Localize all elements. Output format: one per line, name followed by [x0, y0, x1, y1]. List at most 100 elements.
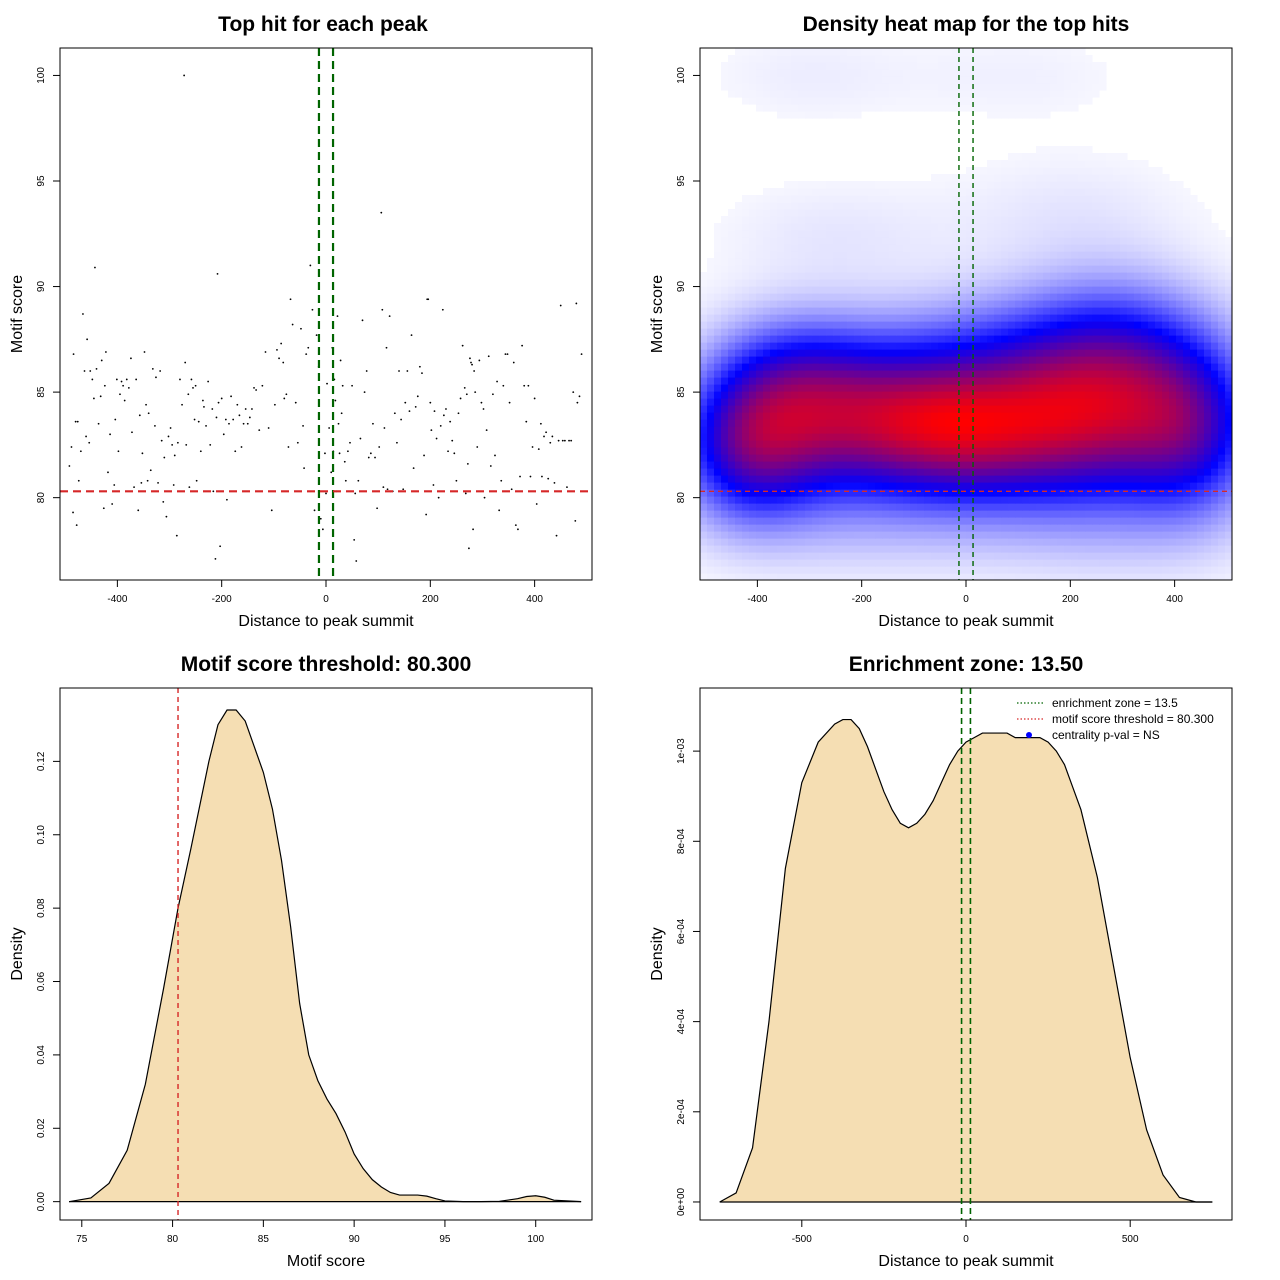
heatmap-cell — [756, 433, 764, 441]
heatmap-cell — [1141, 286, 1149, 294]
heatmap-cell — [1050, 286, 1058, 294]
heatmap-cell — [917, 300, 925, 308]
heatmap-cell — [1022, 181, 1030, 189]
heatmap-cell — [1085, 90, 1093, 98]
heatmap-cell — [980, 230, 988, 238]
heatmap-cell — [896, 314, 904, 322]
heatmap-cell — [791, 524, 799, 532]
heatmap-cell — [700, 377, 708, 385]
heatmap-cell — [1169, 552, 1177, 560]
heatmap-cell — [1092, 405, 1100, 413]
heatmap-cell — [1197, 496, 1205, 504]
heatmap-cell — [728, 531, 736, 539]
heatmap-cell — [896, 286, 904, 294]
heatmap-cell — [840, 559, 848, 567]
heatmap-cell — [819, 111, 827, 119]
heatmap-cell — [1127, 559, 1135, 567]
heatmap-cell — [1071, 510, 1079, 518]
heatmap-cell — [707, 419, 715, 427]
heatmap-cell — [1211, 440, 1219, 448]
heatmap-cell — [1176, 405, 1184, 413]
heatmap-cell — [952, 552, 960, 560]
heatmap-cell — [980, 503, 988, 511]
heatmap-cell — [1078, 426, 1086, 434]
heatmap-cell — [1029, 265, 1037, 273]
heatmap-cell — [742, 454, 750, 462]
heatmap-cell — [952, 398, 960, 406]
heatmap-cell — [1036, 216, 1044, 224]
heatmap-cell — [1008, 153, 1016, 161]
heatmap-cell — [700, 489, 708, 497]
heatmap-cell — [1169, 307, 1177, 315]
heatmap-cell — [749, 468, 757, 476]
heatmap-cell — [812, 216, 820, 224]
heatmap-cell — [1001, 209, 1009, 217]
heatmap-cell — [1169, 538, 1177, 546]
heatmap-cell — [1029, 566, 1037, 574]
heatmap-cell — [1015, 538, 1023, 546]
heatmap-cell — [924, 573, 932, 580]
heatmap-cell — [1092, 363, 1100, 371]
heatmap-cell — [1036, 83, 1044, 91]
heatmap-cell — [735, 76, 743, 84]
heatmap-cell — [973, 314, 981, 322]
heatmap-cell — [1015, 97, 1023, 105]
heatmap-cell — [1078, 272, 1086, 280]
heatmap-cell — [854, 475, 862, 483]
heatmap-cell — [1162, 538, 1170, 546]
heatmap-cell — [875, 433, 883, 441]
heatmap-cell — [917, 447, 925, 455]
heatmap-cell — [1071, 524, 1079, 532]
scatter-point — [580, 353, 583, 356]
heatmap-cell — [1120, 223, 1128, 231]
heatmap-cell — [756, 76, 764, 84]
heatmap-cell — [728, 69, 736, 77]
heatmap-cell — [749, 230, 757, 238]
heatmap-cell — [1001, 160, 1009, 168]
scatter-point — [291, 323, 294, 326]
heatmap-cell — [1113, 496, 1121, 504]
heatmap-cell — [938, 321, 946, 329]
heatmap-cell — [735, 426, 743, 434]
heatmap-cell — [854, 531, 862, 539]
heatmap-cell — [1078, 377, 1086, 385]
heatmap-cell — [1106, 468, 1114, 476]
heatmap-cell — [1134, 433, 1142, 441]
heatmap-cell — [847, 90, 855, 98]
heatmap-cell — [966, 230, 974, 238]
heatmap-cell — [714, 363, 722, 371]
heatmap-cell — [1071, 412, 1079, 420]
heatmap-cell — [1015, 454, 1023, 462]
heatmap-cell — [889, 83, 897, 91]
heatmap-cell — [1190, 552, 1198, 560]
heatmap-cell — [1183, 419, 1191, 427]
heatmap-cell — [812, 510, 820, 518]
heatmap-cell — [1057, 538, 1065, 546]
heatmap-cell — [987, 279, 995, 287]
heatmap-cell — [1008, 349, 1016, 357]
heatmap-cell — [728, 335, 736, 343]
heatmap-cell — [1043, 286, 1051, 294]
heatmap-cell — [1001, 307, 1009, 315]
heatmap-cell — [1211, 230, 1219, 238]
heatmap-cell — [847, 69, 855, 77]
scatter-point — [455, 479, 458, 482]
heatmap-cell — [714, 328, 722, 336]
heatmap-cell — [1099, 216, 1107, 224]
heatmap-cell — [714, 244, 722, 252]
scatter-point — [193, 418, 196, 421]
heatmap-cell — [882, 391, 890, 399]
heatmap-cell — [742, 83, 750, 91]
heatmap-cell — [1141, 202, 1149, 210]
heatmap-cell — [924, 384, 932, 392]
heatmap-cell — [1001, 426, 1009, 434]
heatmap-cell — [1085, 216, 1093, 224]
heatmap-cell — [777, 475, 785, 483]
scatter-point — [339, 359, 342, 362]
heatmap-cell — [770, 468, 778, 476]
heatmap-cell — [1148, 482, 1156, 490]
heatmap-cell — [700, 475, 708, 483]
heatmap-cell — [973, 475, 981, 483]
heatmap-cell — [1071, 90, 1079, 98]
heatmap-cell — [1064, 335, 1072, 343]
